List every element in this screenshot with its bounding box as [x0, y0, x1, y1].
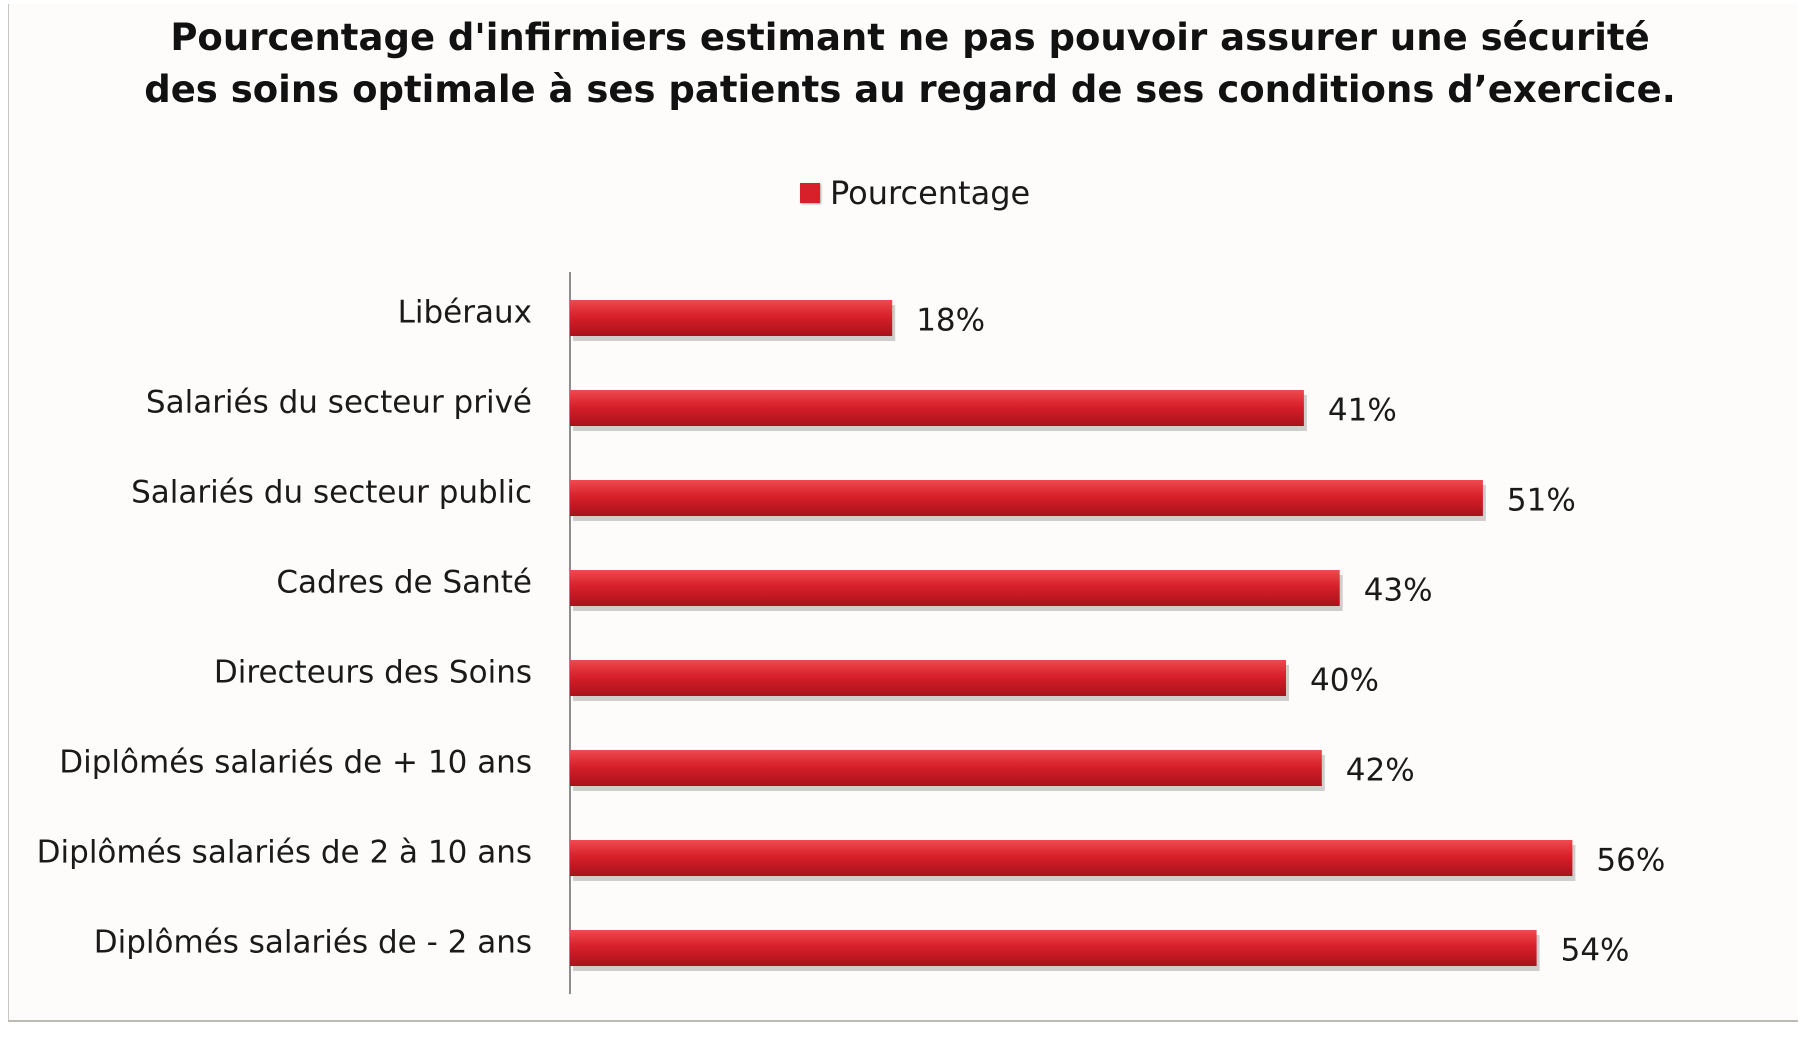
bar — [570, 750, 1322, 786]
bar — [570, 840, 1573, 876]
data-label: 51% — [1507, 483, 1576, 519]
category-label: Diplômés salariés de + 10 ans — [59, 745, 532, 781]
bar — [570, 570, 1340, 606]
chart-title: Pourcentage d'infirmiers estimant ne pas… — [0, 12, 1800, 116]
category-label: Diplômés salariés de - 2 ans — [94, 925, 532, 961]
data-label: 42% — [1346, 753, 1415, 789]
legend-label: Pourcentage — [830, 174, 1031, 212]
category-label: Salariés du secteur privé — [146, 385, 532, 421]
data-label: 56% — [1596, 843, 1665, 879]
bar — [570, 300, 893, 336]
category-label: Cadres de Santé — [276, 565, 532, 601]
chart-legend: Pourcentage — [800, 174, 1030, 212]
data-label: 54% — [1561, 933, 1630, 969]
bars-group: Libéraux 18% Salariés du secteur privé 41% S… — [37, 272, 1665, 994]
bar — [570, 930, 1537, 966]
category-label: Salariés du secteur public — [131, 475, 532, 511]
category-label: Libéraux — [398, 295, 532, 331]
data-label: 43% — [1364, 573, 1433, 609]
category-label: Directeurs des Soins — [214, 655, 532, 691]
chart-title-line-1: Pourcentage d'infirmiers estimant ne pas… — [170, 16, 1650, 59]
chart-title-line-2: des soins optimale à ses patients au reg… — [144, 68, 1676, 111]
data-label: 40% — [1310, 663, 1379, 699]
bar — [570, 660, 1286, 696]
data-label: 41% — [1328, 393, 1397, 429]
data-label: 18% — [916, 303, 985, 339]
legend-swatch — [800, 183, 820, 203]
bar — [570, 480, 1483, 516]
bar — [570, 390, 1304, 426]
category-label: Diplômés salariés de 2 à 10 ans — [37, 835, 532, 871]
